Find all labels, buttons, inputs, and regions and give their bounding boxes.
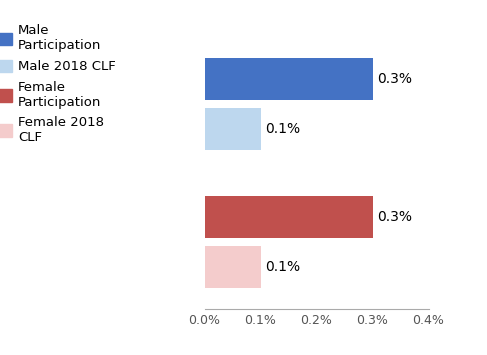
Text: 0.1%: 0.1% bbox=[265, 260, 300, 274]
Text: 0.3%: 0.3% bbox=[377, 210, 412, 224]
Bar bbox=[205, 108, 261, 150]
Text: 0.3%: 0.3% bbox=[377, 72, 412, 86]
Bar bbox=[205, 58, 373, 100]
Bar bbox=[205, 196, 373, 238]
Bar bbox=[205, 246, 261, 288]
Text: 0.1%: 0.1% bbox=[265, 122, 300, 136]
Legend: Male
Participation, Male 2018 CLF, Female
Participation, Female 2018
CLF: Male Participation, Male 2018 CLF, Femal… bbox=[0, 24, 116, 144]
